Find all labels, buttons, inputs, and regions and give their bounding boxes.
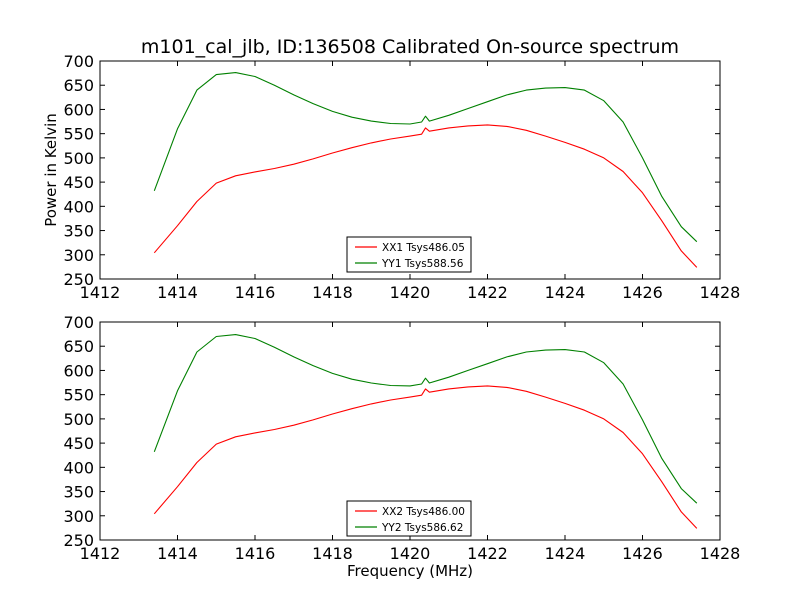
top-panel: 1412 1414 1416 1418 1420 1422 1424 1426 1428 250 3…	[63, 52, 740, 302]
x-tick-label: 1428	[700, 544, 741, 563]
y-axis-label: Power in Kelvin	[42, 113, 60, 227]
y-tick-label: 300	[63, 507, 94, 526]
x-tick-label: 1416	[235, 544, 276, 563]
x-tick-label: 1424	[545, 283, 586, 302]
x-tick-label: 1426	[622, 544, 663, 563]
legend-box	[346, 500, 472, 537]
x-tick-label: 1420	[390, 283, 431, 302]
y-tick-label: 250	[63, 531, 94, 550]
yy-series-line-2	[153, 334, 698, 504]
figure-title: m101_cal_jlb, ID:136508 Calibrated On-so…	[141, 36, 679, 58]
xx-series-line-2	[153, 385, 698, 529]
x-tick-label: 1418	[312, 544, 353, 563]
y-tick-label: 550	[63, 386, 94, 405]
y-tick-label: 400	[63, 458, 94, 477]
yy-series-line-1	[153, 72, 698, 243]
y-tick-label: 700	[63, 313, 94, 332]
legend-label: YY2 Tsys586.62	[381, 522, 463, 534]
y-tick-label: 500	[63, 410, 94, 429]
x-tick-label: 1426	[622, 283, 663, 302]
legend: XX1 Tsys486.05 YY1 Tsys588.56	[346, 236, 472, 273]
y-tick-label: 550	[63, 125, 94, 144]
y-tick-label: 250	[63, 270, 94, 289]
legend: XX2 Tsys486.00 YY2 Tsys586.62	[346, 500, 472, 537]
bottom-panel: 1412 1414 1416 1418 1420 1422 1424 1426 1428 250 3…	[63, 313, 740, 563]
y-tick-label: 650	[63, 337, 94, 356]
x-tick-label: 1416	[235, 283, 276, 302]
legend-label: XX1 Tsys486.05	[382, 242, 465, 254]
y-tick-label: 500	[63, 149, 94, 168]
x-tick-label: 1412	[80, 544, 121, 563]
y-tick-label: 700	[63, 52, 94, 71]
y-tick-label: 450	[63, 434, 94, 453]
x-tick-label: 1424	[545, 544, 586, 563]
y-tick-label: 450	[63, 173, 94, 192]
y-tick-label: 400	[63, 197, 94, 216]
legend-label: XX2 Tsys486.00	[382, 506, 465, 518]
x-tick-label: 1422	[467, 283, 508, 302]
y-tick-label: 350	[63, 222, 94, 241]
x-tick-label: 1414	[157, 544, 198, 563]
x-axis-label: Frequency (MHz)	[347, 562, 473, 580]
x-tick-label: 1422	[467, 544, 508, 563]
y-tick-label: 650	[63, 76, 94, 95]
x-tick-label: 1428	[700, 283, 741, 302]
y-tick-label: 600	[63, 100, 94, 119]
x-tick-label: 1414	[157, 283, 198, 302]
x-tick-label: 1418	[312, 283, 353, 302]
y-tick-label: 600	[63, 361, 94, 380]
x-tick-label: 1412	[80, 283, 121, 302]
y-tick-label: 300	[63, 246, 94, 265]
y-tick-label: 350	[63, 483, 94, 502]
xx-series-line-1	[153, 124, 698, 268]
legend-box	[346, 236, 472, 273]
legend-label: YY1 Tsys588.56	[381, 258, 464, 270]
x-tick-label: 1420	[390, 544, 431, 563]
